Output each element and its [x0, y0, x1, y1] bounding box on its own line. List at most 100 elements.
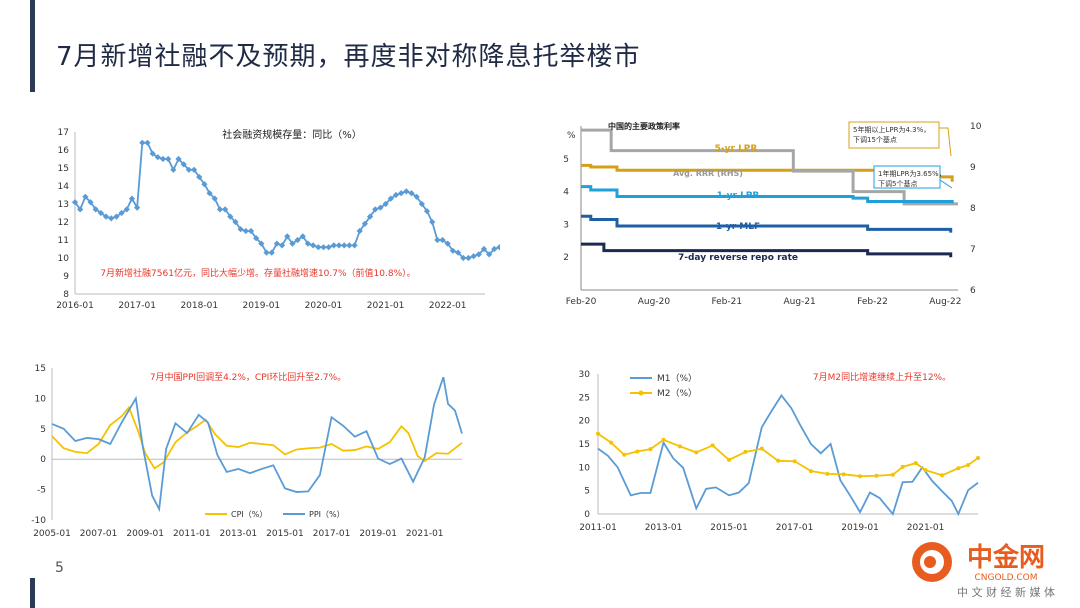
- data-point: [154, 154, 161, 161]
- data-point: [206, 190, 213, 197]
- data-point: [743, 449, 748, 454]
- x-tick-label: 2017-01: [118, 301, 156, 311]
- y-tick-label: 5: [563, 155, 569, 165]
- data-point: [113, 213, 120, 220]
- legend-label: M2（%）: [657, 388, 697, 399]
- x-tick-label: 2019-01: [841, 523, 879, 533]
- data-point: [874, 473, 879, 478]
- series-line-2: [581, 185, 954, 204]
- y-tick-label: 8: [63, 290, 69, 300]
- y-tick-label: 15: [579, 440, 590, 450]
- chart-title: 社会融资规模存量：同比（%）: [222, 128, 362, 141]
- chart-annotation: 7月中国PPI回调至4.2%，CPI环比回升至2.7%。: [150, 371, 346, 383]
- x-tick-label: 2015-01: [710, 523, 748, 533]
- data-point: [310, 242, 317, 249]
- data-point: [727, 457, 732, 462]
- data-point: [710, 443, 715, 448]
- data-point: [372, 206, 379, 213]
- x-tick-label: Aug-20: [638, 297, 671, 307]
- y-tick-label: 10: [579, 463, 591, 473]
- data-point: [825, 471, 830, 476]
- series-label: 7-day reverse repo rate: [678, 253, 798, 263]
- callout-box: [873, 165, 941, 189]
- x-tick-label: 2017-01: [313, 529, 351, 539]
- x-tick-label: 2011-01: [173, 529, 211, 539]
- y-tick-label: 12: [58, 218, 69, 228]
- y-tick-label: 30: [579, 370, 591, 380]
- callout-line1: 1年期LPR为3.65%，: [878, 169, 946, 178]
- x-tick-label: 2021-01: [367, 301, 405, 311]
- y-tick-label: 9: [63, 272, 69, 282]
- data-point: [242, 227, 249, 235]
- y-tick-label: 0: [40, 455, 46, 465]
- y-tick-label: 5: [584, 487, 590, 497]
- x-tick-label: 2017-01: [776, 523, 814, 533]
- y-unit-label: %: [567, 131, 576, 141]
- x-tick-label: 2019-01: [359, 529, 397, 539]
- chart-annotation: 7月新增社融7561亿元，同比大幅少增。存量社融增速10.7%（前值10.8%）…: [100, 267, 415, 279]
- y-tick-label: 10: [58, 254, 70, 264]
- y2-tick-label: 10: [970, 122, 982, 132]
- series-line-1: [581, 128, 958, 206]
- data-point: [341, 242, 348, 249]
- data-point: [128, 195, 136, 202]
- data-point: [661, 437, 666, 442]
- x-tick-label: Feb-20: [566, 297, 597, 307]
- series-line-1: [51, 376, 463, 513]
- data-point: [759, 446, 764, 451]
- series-line-3: [581, 214, 953, 233]
- callout-line2: 下调5个基点: [878, 179, 917, 188]
- data-point: [429, 218, 436, 226]
- x-tick-label: Feb-22: [857, 297, 888, 307]
- data-point: [496, 244, 500, 251]
- data-point: [185, 166, 193, 173]
- x-tick-label: Aug-21: [784, 297, 816, 307]
- x-tick-label: 2020-01: [305, 301, 343, 311]
- legend-label: M1（%）: [657, 373, 697, 384]
- data-point: [227, 213, 234, 220]
- chart-title: 中国的主要政策利率: [608, 121, 680, 131]
- logo-tagline: 中 文 财 经 新 媒 体: [957, 585, 1055, 599]
- x-tick-label: 2009-01: [126, 529, 164, 539]
- data-point: [923, 468, 928, 473]
- y2-tick-label: 6: [970, 286, 976, 296]
- y-tick-label: 17: [58, 128, 69, 138]
- data-point: [622, 452, 627, 457]
- logo-domain: CNGOLD.COM: [974, 573, 1037, 583]
- legend-marker: [638, 390, 644, 396]
- y-tick-label: 5: [40, 425, 46, 435]
- series-line-0: [51, 405, 463, 470]
- y2-tick-label: 8: [970, 204, 976, 214]
- data-point: [858, 474, 863, 479]
- data-point: [159, 155, 167, 163]
- data-point: [398, 190, 405, 197]
- x-tick-label: 2022-01: [429, 301, 467, 311]
- y-tick-label: 11: [58, 236, 69, 246]
- x-tick-label: 2018-01: [180, 301, 218, 311]
- data-point: [170, 166, 177, 173]
- data-point: [465, 254, 472, 262]
- data-point: [677, 444, 682, 449]
- y-tick-label: 0: [584, 510, 590, 520]
- data-point: [635, 449, 640, 454]
- data-point: [403, 188, 410, 195]
- x-tick-label: 2007-01: [80, 529, 118, 539]
- legend-label: PPI（%）: [309, 510, 345, 519]
- data-point: [201, 181, 208, 188]
- page-title: 7月新增社融不及预期，再度非对称降息托举楼市: [56, 42, 641, 72]
- data-point: [351, 242, 358, 249]
- legend-label: CPI（%）: [231, 510, 267, 519]
- top-accent-bar: [30, 0, 35, 92]
- data-point: [470, 253, 477, 260]
- x-tick-label: Aug-22: [929, 297, 961, 307]
- policy-rates-chart: % 2 3 4 5 6 7 8 9 10 Feb-20 Aug-20 Feb-21 Aug-21 Feb-2…: [563, 121, 982, 307]
- data-point: [792, 459, 797, 464]
- data-point: [808, 469, 813, 474]
- x-tick-label: 2013-01: [220, 529, 258, 539]
- series-line-tsf: [74, 141, 500, 259]
- y-tick-label: 15: [35, 364, 46, 374]
- data-point: [596, 431, 600, 436]
- data-point: [966, 463, 971, 467]
- data-point: [211, 195, 218, 202]
- data-point: [108, 215, 115, 222]
